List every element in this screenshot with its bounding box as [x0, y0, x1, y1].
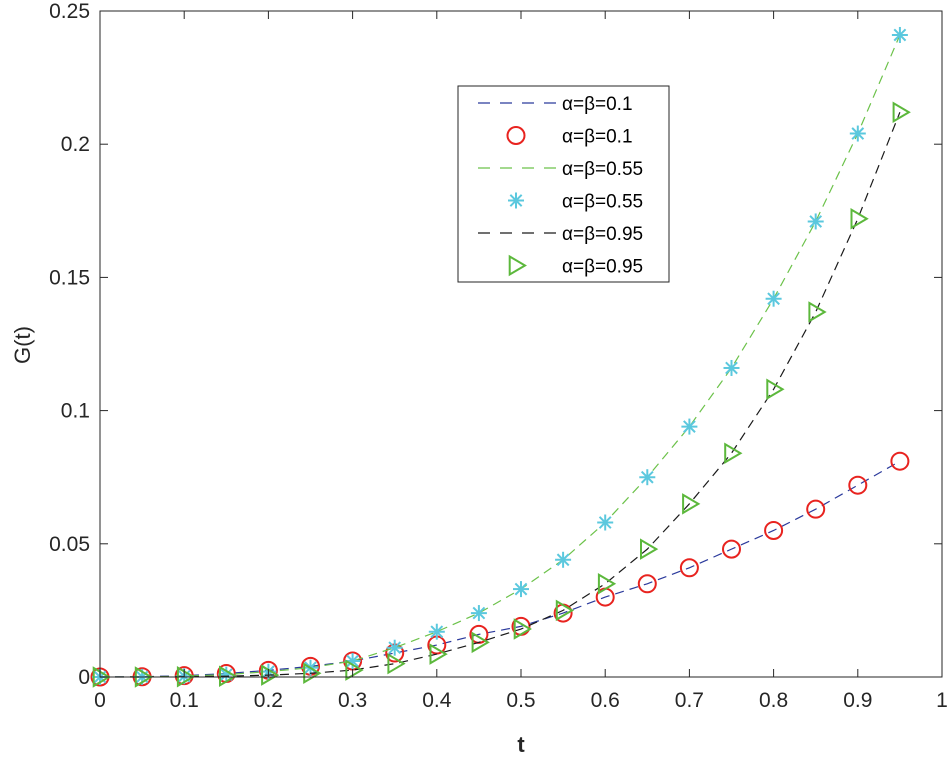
x-tick-label: 0.6 [591, 689, 620, 712]
x-tick-label: 0.1 [170, 689, 199, 712]
y-tick-label: 0.25 [49, 0, 90, 23]
x-tick-label: 0 [94, 689, 106, 712]
x-tick-label: 0.2 [254, 689, 283, 712]
x-tick-label: 0.9 [843, 689, 872, 712]
x-tick-label: 0.3 [338, 689, 367, 712]
series-5 [92, 101, 911, 688]
y-axis-title: G(t) [10, 326, 35, 364]
x-tick-label: 1 [936, 689, 948, 712]
legend-entry: α=β=0.95 [508, 254, 643, 278]
legend-entry: α=β=0.95 [478, 224, 643, 245]
x-tick-label: 0.4 [422, 689, 452, 712]
legend-entry: α=β=0.1 [506, 126, 633, 148]
y-tick-label: 0 [78, 666, 90, 689]
legend-label: α=β=0.95 [562, 224, 643, 245]
legend-label: α=β=0.1 [562, 94, 633, 115]
legend-box [457, 85, 670, 283]
x-tick-label: 0.8 [759, 689, 788, 712]
x-axis-title: t [517, 732, 525, 757]
x-tick-label: 0.7 [675, 689, 704, 712]
y-tick-label: 0.1 [61, 400, 90, 423]
x-tick-label: 0.5 [506, 689, 535, 712]
legend-entry: α=β=0.1 [478, 94, 633, 115]
y-tick-label: 0.2 [61, 133, 90, 156]
legend-entry: α=β=0.55 [478, 159, 643, 180]
legend-label: α=β=0.55 [562, 159, 643, 180]
series-4 [99, 112, 901, 678]
y-tick-label: 0.15 [49, 266, 90, 289]
legend: α=β=0.1 α=β=0.1 α=β=0.55 α=β=0.55 α=β=0.95 α=… [457, 85, 670, 283]
series-2 [99, 34, 901, 678]
legend-label: α=β=0.1 [562, 127, 633, 148]
legend-label: α=β=0.55 [562, 192, 643, 213]
axes: 0 0.1 0.2 0.3 0.4 0.5 0.6 0.7 0.8 0.9 1 0 0.05 0.1 0.1… [49, 0, 948, 712]
axes-box [99, 10, 943, 678]
legend-entry: α=β=0.55 [508, 192, 643, 213]
y-tick-label: 0.05 [49, 533, 90, 556]
legend-label: α=β=0.95 [562, 257, 643, 278]
series-layer [90, 26, 911, 688]
